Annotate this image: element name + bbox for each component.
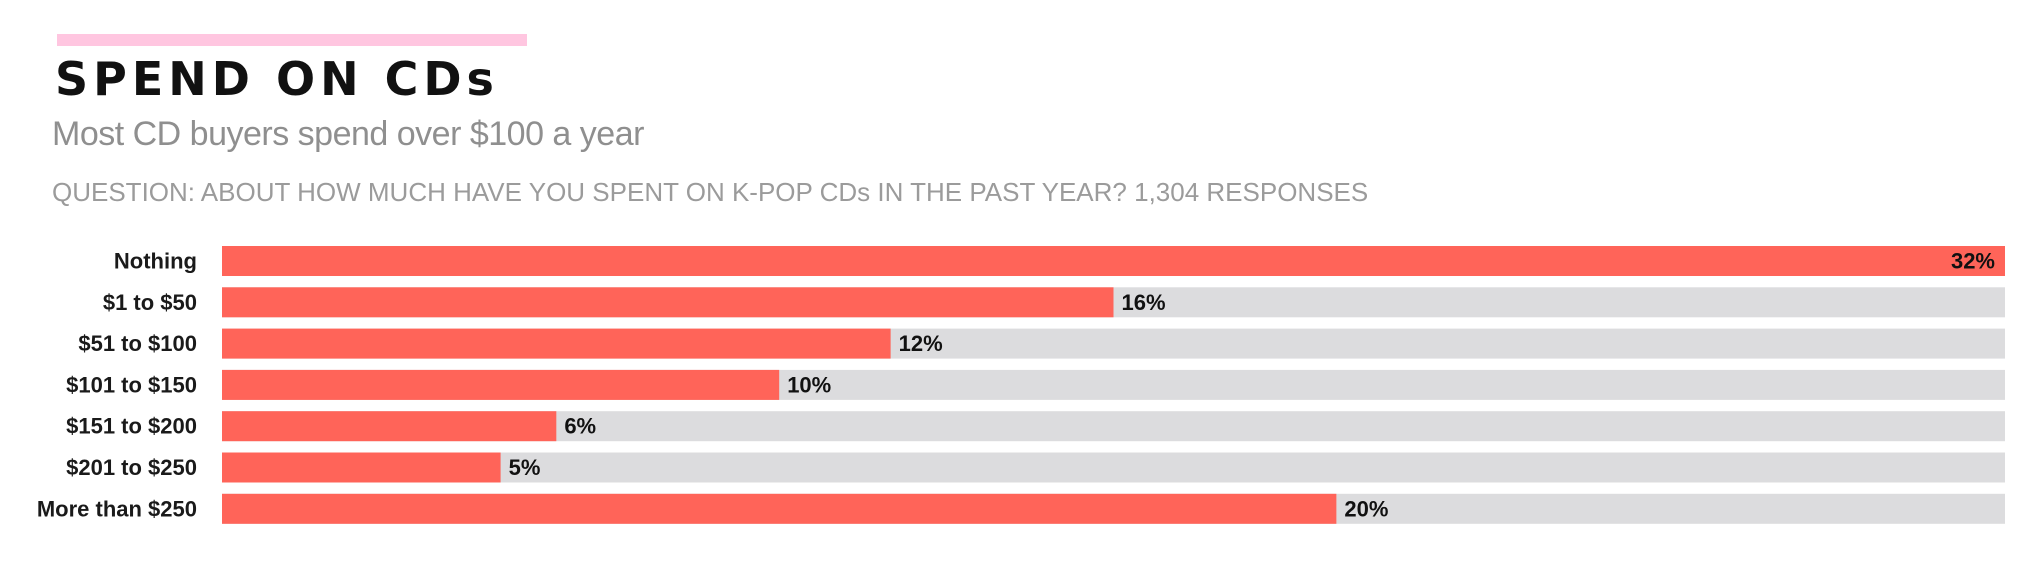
bar [222, 411, 557, 442]
value-label: 20% [1344, 496, 1388, 521]
accent-bar [57, 34, 527, 46]
bar [222, 452, 501, 483]
bar [222, 369, 780, 400]
value-label: 32% [1951, 249, 1995, 274]
value-label: 5% [509, 455, 541, 480]
chart-subtitle: Most CD buyers spend over $100 a year [52, 115, 644, 153]
category-label: $201 to $250 [66, 455, 197, 480]
bar [222, 493, 1337, 524]
category-label: More than $250 [37, 496, 197, 521]
value-label: 10% [787, 372, 831, 397]
category-label: $1 to $50 [103, 290, 197, 315]
value-label: 6% [564, 414, 596, 439]
bar [222, 328, 891, 359]
category-label: $101 to $150 [66, 372, 197, 397]
category-label: Nothing [114, 249, 197, 274]
bar [222, 246, 2005, 276]
value-label: 12% [899, 331, 943, 356]
bar [222, 287, 1114, 318]
survey-question: QUESTION: ABOUT HOW MUCH HAVE YOU SPENT … [52, 177, 1369, 207]
category-label: $51 to $100 [78, 331, 197, 356]
chart-title: SPEND ON CDs [55, 52, 499, 106]
value-label: 16% [1122, 290, 1166, 315]
category-label: $151 to $200 [66, 414, 197, 439]
bar-track [222, 452, 2005, 483]
